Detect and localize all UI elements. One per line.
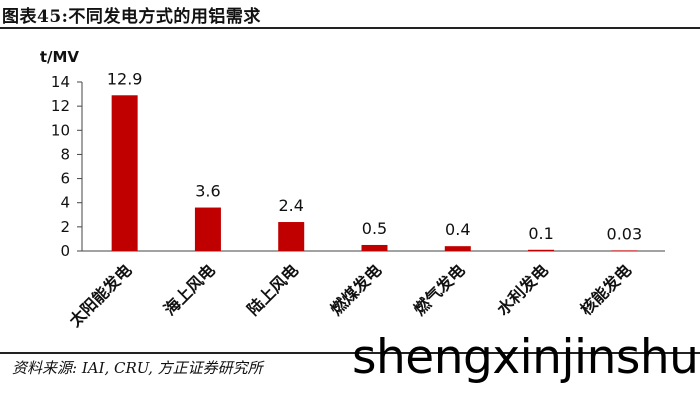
bar xyxy=(528,249,555,251)
data-label: 0.1 xyxy=(528,224,553,243)
y-tick-label: 2 xyxy=(60,218,70,236)
source-note: 资料来源: IAI, CRU, 方正证券研究所 xyxy=(12,359,263,377)
title-divider xyxy=(0,27,700,29)
bar xyxy=(361,244,388,251)
x-category-label: 核能发电 xyxy=(576,260,635,319)
data-label: 0.5 xyxy=(362,219,387,238)
y-axis-unit-label: t/MV xyxy=(40,48,80,66)
x-category-label: 燃煤发电 xyxy=(327,260,386,319)
x-category-label: 太阳能发电 xyxy=(65,260,136,331)
y-tick-label: 6 xyxy=(60,170,70,188)
data-label: 0.4 xyxy=(445,220,470,239)
x-category-label: 燃气发电 xyxy=(410,260,469,319)
y-tick-label: 10 xyxy=(51,121,70,139)
y-tick-label: 14 xyxy=(51,73,70,91)
data-label: 12.9 xyxy=(107,69,143,88)
y-tick-label: 8 xyxy=(60,145,70,163)
bar xyxy=(111,95,138,252)
data-label: 0.03 xyxy=(607,225,643,244)
x-category-label: 陆上风电 xyxy=(243,260,302,319)
data-label: 3.6 xyxy=(195,182,220,201)
footer-divider xyxy=(0,352,700,354)
bar-chart: t/MV 0 2 4 6 8 10 12 14 12.9 太阳能发电 3.6 海上风电 2.4 陆上风电 0.… xyxy=(40,48,665,331)
watermark-text: shengxinjinshu xyxy=(352,330,699,385)
data-label: 2.4 xyxy=(278,196,303,215)
y-tick-label: 12 xyxy=(51,97,70,115)
bar xyxy=(278,222,305,251)
y-tick-label: 0 xyxy=(60,242,70,260)
chart-title: 图表45:不同发电方式的用铝需求 xyxy=(2,7,261,27)
bar xyxy=(611,250,638,251)
bar xyxy=(194,207,221,251)
x-category-label: 海上风电 xyxy=(160,260,219,319)
x-category-label: 水利发电 xyxy=(493,260,552,319)
bar xyxy=(444,246,471,251)
y-tick-label: 4 xyxy=(60,194,70,212)
